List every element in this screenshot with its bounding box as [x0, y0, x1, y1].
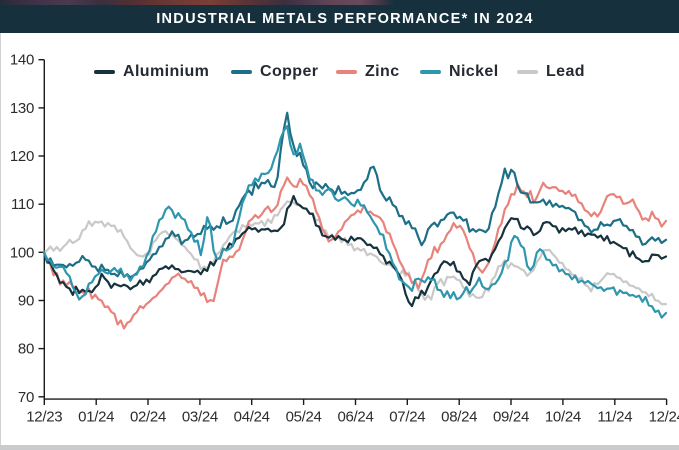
svg-text:140: 140 — [10, 52, 34, 69]
svg-text:12/24: 12/24 — [649, 409, 679, 426]
svg-text:07/24: 07/24 — [389, 409, 425, 426]
svg-text:03/24: 03/24 — [182, 409, 218, 426]
svg-text:110: 110 — [11, 196, 34, 213]
svg-text:80: 80 — [18, 341, 34, 358]
svg-text:120: 120 — [10, 148, 34, 165]
svg-text:04/24: 04/24 — [234, 409, 270, 426]
svg-text:12/23: 12/23 — [26, 409, 62, 426]
svg-text:09/24: 09/24 — [493, 409, 529, 426]
svg-text:11/24: 11/24 — [597, 409, 632, 426]
svg-text:70: 70 — [18, 389, 34, 406]
svg-text:05/24: 05/24 — [286, 409, 322, 426]
svg-text:130: 130 — [10, 100, 34, 117]
svg-text:100: 100 — [10, 244, 34, 261]
svg-text:01/24: 01/24 — [78, 409, 114, 426]
svg-text:08/24: 08/24 — [441, 409, 477, 426]
svg-text:10/24: 10/24 — [545, 409, 581, 426]
svg-text:02/24: 02/24 — [130, 409, 166, 426]
svg-text:06/24: 06/24 — [337, 409, 373, 426]
svg-text:90: 90 — [18, 293, 34, 310]
